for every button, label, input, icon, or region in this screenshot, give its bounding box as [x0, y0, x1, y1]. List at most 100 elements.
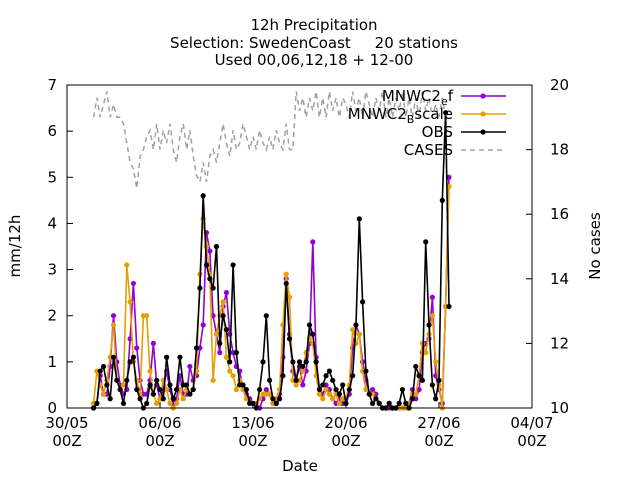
legend-label: MNWC2ef — [382, 87, 454, 108]
x-tick-sublabel: 00Z — [517, 432, 546, 450]
data-point — [147, 368, 153, 374]
data-point — [433, 359, 439, 365]
data-point — [330, 377, 336, 383]
data-point — [350, 326, 356, 333]
legend-marker — [480, 129, 486, 135]
data-point — [127, 359, 133, 365]
data-point — [120, 382, 127, 388]
data-point — [154, 377, 160, 383]
data-point — [419, 340, 425, 346]
data-point — [439, 197, 445, 203]
x-tick-label: 13/06 — [231, 414, 274, 432]
data-point — [429, 382, 435, 388]
data-point — [323, 386, 329, 393]
data-point — [200, 193, 206, 199]
data-point — [200, 322, 206, 328]
y-tick-label: 3 — [47, 261, 57, 279]
data-point — [183, 382, 190, 388]
data-point — [207, 248, 213, 254]
legend-marker — [480, 111, 486, 117]
data-point — [303, 359, 309, 365]
series-OBS — [90, 110, 452, 411]
data-point — [429, 313, 435, 319]
data-point — [124, 262, 130, 268]
data-point — [346, 386, 352, 393]
y-tick-label: 5 — [47, 168, 57, 186]
data-point — [416, 373, 422, 379]
data-point — [104, 382, 110, 388]
chart-title: 12h Precipitation Selection: SwedenCoast… — [170, 16, 458, 69]
data-point — [94, 400, 100, 406]
data-point — [320, 382, 326, 388]
data-point — [316, 391, 323, 397]
legend-label: MNWC2Bscale — [348, 105, 453, 126]
data-point — [330, 396, 336, 402]
data-point — [267, 377, 273, 383]
data-point — [423, 350, 429, 356]
data-point — [413, 391, 419, 397]
title-line-2: Selection: SwedenCoast 20 stations — [170, 34, 458, 52]
data-point — [423, 239, 429, 245]
y-tick-label: 0 — [47, 399, 57, 417]
data-point — [134, 386, 140, 393]
data-point — [336, 391, 342, 397]
x-tick-sublabel: 00Z — [145, 432, 174, 450]
data-point — [220, 299, 226, 305]
data-point — [120, 400, 127, 406]
data-point — [97, 368, 103, 374]
y2-tick-label: 14 — [550, 270, 569, 288]
data-point — [144, 400, 150, 406]
legend-marker — [480, 93, 486, 99]
data-point — [260, 359, 266, 365]
y2-tick-label: 16 — [550, 205, 569, 223]
data-point — [174, 386, 180, 393]
y2-tick-label: 20 — [550, 76, 569, 94]
legend-label: CASES — [404, 141, 453, 159]
data-point — [110, 322, 117, 328]
data-point — [150, 391, 156, 397]
data-point — [233, 386, 239, 393]
data-point — [227, 359, 233, 365]
data-point — [160, 396, 166, 402]
x-tick-sublabel: 00Z — [331, 432, 360, 450]
y2-tick-label: 12 — [550, 334, 569, 352]
data-point — [110, 313, 117, 319]
y-axis-left: 0 1 2 3 4 5 6 7 — [47, 76, 73, 417]
y-tick-label: 1 — [47, 353, 57, 371]
data-point — [223, 326, 230, 333]
data-point — [409, 396, 416, 402]
data-point — [286, 336, 293, 342]
data-point — [350, 373, 356, 379]
data-point — [283, 271, 289, 277]
data-point — [283, 280, 289, 287]
data-point — [373, 396, 379, 402]
data-point — [207, 276, 213, 282]
x-tick-label: 27/06 — [417, 414, 460, 432]
data-point — [369, 400, 376, 406]
data-point — [213, 331, 220, 337]
x-tick-sublabel: 00Z — [52, 432, 81, 450]
data-point — [174, 400, 180, 406]
data-point — [286, 294, 293, 300]
data-point — [296, 359, 303, 365]
data-point — [187, 391, 193, 397]
data-point — [100, 391, 107, 397]
data-point — [399, 386, 406, 393]
x-tick-label: 30/05 — [45, 414, 88, 432]
y-axis-right: 10 12 14 16 18 20 — [526, 76, 569, 417]
series-line-MNWC2_Bscale — [92, 186, 450, 410]
data-point — [413, 363, 419, 370]
data-point — [433, 396, 439, 402]
data-point — [127, 299, 133, 305]
data-point — [203, 262, 210, 268]
data-point — [157, 386, 163, 393]
y2-axis-label: No cases — [586, 212, 604, 280]
data-point — [223, 354, 230, 360]
data-point — [290, 359, 296, 365]
data-point — [170, 396, 176, 402]
data-point — [130, 354, 137, 360]
data-point — [180, 396, 186, 402]
x-tick-label: 20/06 — [324, 414, 367, 432]
data-point — [164, 386, 170, 393]
